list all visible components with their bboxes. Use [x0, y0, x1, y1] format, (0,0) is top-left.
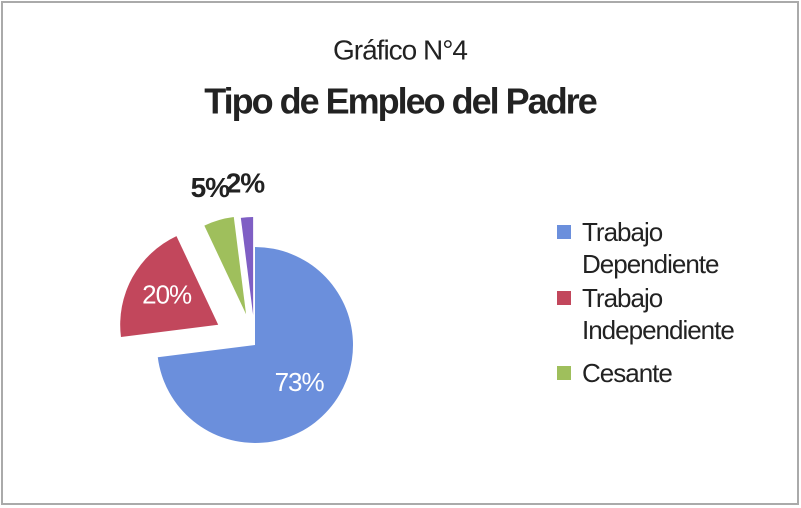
data-label: 5%: [191, 172, 231, 203]
data-label: 20%: [142, 279, 192, 309]
legend-label: Trabajo Dependiente: [582, 217, 719, 279]
pie-slice: [157, 247, 354, 443]
legend-swatch: [557, 291, 571, 305]
legend-label: Trabajo Independiente: [582, 283, 735, 345]
chart-subtitle: Tipo de Empleo del Padre: [204, 81, 596, 122]
pie-slice: [120, 236, 219, 338]
legend-swatch: [557, 225, 571, 239]
pie-slice: [240, 217, 254, 316]
legend-swatch: [557, 366, 571, 380]
pie-slice: [204, 217, 247, 315]
legend-label: Cesante: [582, 358, 673, 388]
data-label: 2%: [226, 168, 266, 199]
chart-title: Gráfico N°4: [333, 34, 467, 65]
data-label: 73%: [275, 367, 325, 397]
